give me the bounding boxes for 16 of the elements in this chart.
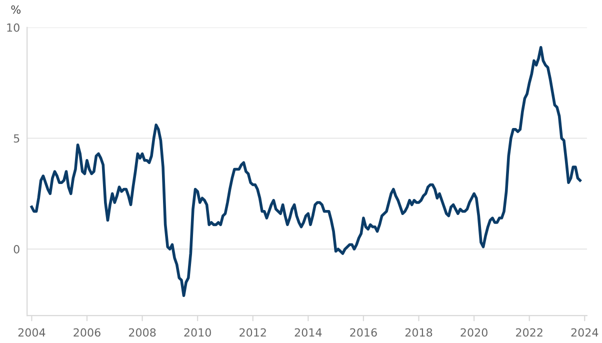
x-tick-label: 2004 [18, 328, 46, 337]
x-tick-label: 2024 [571, 328, 598, 337]
y-tick-label: 5 [14, 134, 20, 143]
line-series [30, 46, 582, 298]
y-tick-label: 0 [14, 245, 20, 254]
x-tick-label: 2020 [460, 328, 488, 337]
x-tick-label: 2018 [405, 328, 432, 337]
x-tick-label: 2016 [350, 328, 377, 337]
x-tick-label: 2006 [74, 328, 100, 337]
x-tick-label: 2012 [240, 328, 266, 337]
x-tick-label: 2022 [516, 328, 542, 337]
x-tick-label: 2010 [184, 328, 211, 337]
y-tick-label: 10 [7, 23, 20, 32]
x-tick-label: 2008 [128, 328, 156, 337]
x-tick-label: 2014 [294, 328, 322, 337]
y-axis-title: % [11, 5, 21, 14]
